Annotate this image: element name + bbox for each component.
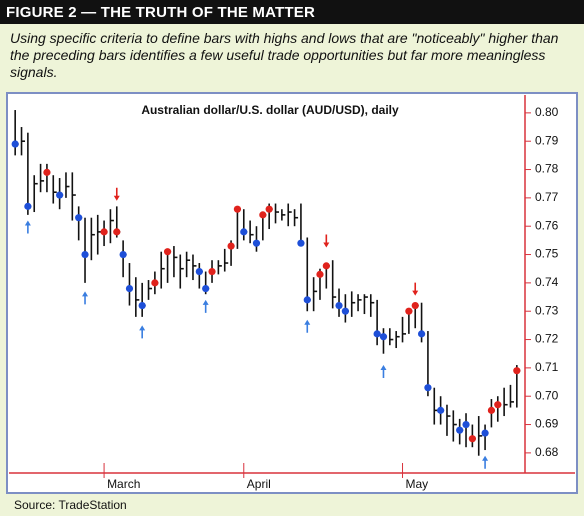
signal-dot (303, 296, 311, 304)
source: Source: TradeStation (14, 498, 127, 512)
signal-dot (417, 330, 426, 338)
up-arrow (24, 220, 31, 234)
y-tick-label: 0.79 (535, 133, 559, 147)
signal-dot (513, 367, 521, 375)
signal-dot (379, 333, 388, 341)
y-tick-label: 0.75 (535, 247, 559, 261)
signal-dot (81, 250, 89, 259)
signal-dot (259, 211, 267, 219)
signal-dot (11, 140, 19, 148)
signal-dot (151, 279, 159, 287)
up-arrow (82, 291, 89, 305)
up-arrow (139, 325, 146, 339)
y-tick-label: 0.71 (535, 360, 559, 374)
signal-dot (202, 284, 210, 293)
signal-dot (100, 228, 108, 236)
signal-dot (424, 384, 432, 392)
y-tick-label: 0.77 (535, 190, 559, 204)
signal-dot (265, 205, 273, 213)
signal-dot (341, 307, 349, 315)
signal-dot (494, 401, 502, 409)
up-arrow (482, 455, 489, 469)
down-arrow (113, 187, 120, 201)
signal-dot (24, 202, 32, 210)
signal-dot (437, 406, 445, 414)
signal-dot (481, 429, 489, 437)
signal-dot (56, 191, 64, 199)
y-tick-label: 0.80 (535, 105, 559, 119)
signal-dot (487, 406, 496, 414)
y-tick-label: 0.73 (535, 303, 559, 317)
header-bar: FIGURE 2 — THE TRUTH OF THE MATTER (0, 0, 584, 24)
chart-title: Australian dollar/U.S. dollar (AUD/USD),… (141, 103, 399, 117)
y-tick-label: 0.69 (535, 417, 559, 431)
y-tick-label: 0.78 (535, 162, 559, 176)
signal-dot (119, 250, 127, 259)
signal-dot (297, 239, 305, 247)
signal-dot (227, 242, 235, 250)
signal-dot (43, 168, 51, 176)
signal-dot (316, 270, 324, 278)
up-arrow (202, 299, 209, 313)
up-arrow (304, 319, 311, 333)
signal-dot (335, 301, 343, 310)
y-tick-label: 0.76 (535, 218, 559, 232)
down-arrow (412, 282, 419, 296)
signal-dot (75, 214, 83, 222)
signal-dot (462, 420, 470, 429)
x-tick-label: March (107, 477, 140, 491)
down-arrow (323, 234, 330, 248)
x-tick-label: May (406, 477, 429, 491)
signal-dot (163, 248, 172, 256)
signal-dot (373, 330, 381, 338)
y-tick-label: 0.74 (535, 275, 559, 289)
signal-dot (113, 228, 121, 236)
signal-dot (322, 262, 330, 270)
figure-title: FIGURE 2 — THE TRUTH OF THE MATTER (6, 4, 316, 21)
signal-dot (252, 239, 261, 247)
up-arrow (380, 365, 387, 379)
signal-dot (138, 301, 146, 310)
signal-dot (195, 267, 203, 276)
signal-dot (240, 228, 248, 236)
x-tick-label: April (247, 477, 271, 491)
y-tick-label: 0.70 (535, 388, 559, 402)
signal-dot (411, 301, 419, 310)
signal-dot (456, 426, 464, 434)
signal-dot (208, 267, 216, 276)
signal-dot (468, 435, 476, 443)
signal-dot (125, 284, 134, 293)
y-tick-label: 0.72 (535, 332, 559, 346)
chart-frame (6, 92, 578, 494)
y-tick-label: 0.68 (535, 445, 559, 459)
caption: Using specific criteria to define bars w… (10, 30, 559, 80)
signal-dot (405, 307, 413, 315)
signal-dot (233, 205, 242, 213)
